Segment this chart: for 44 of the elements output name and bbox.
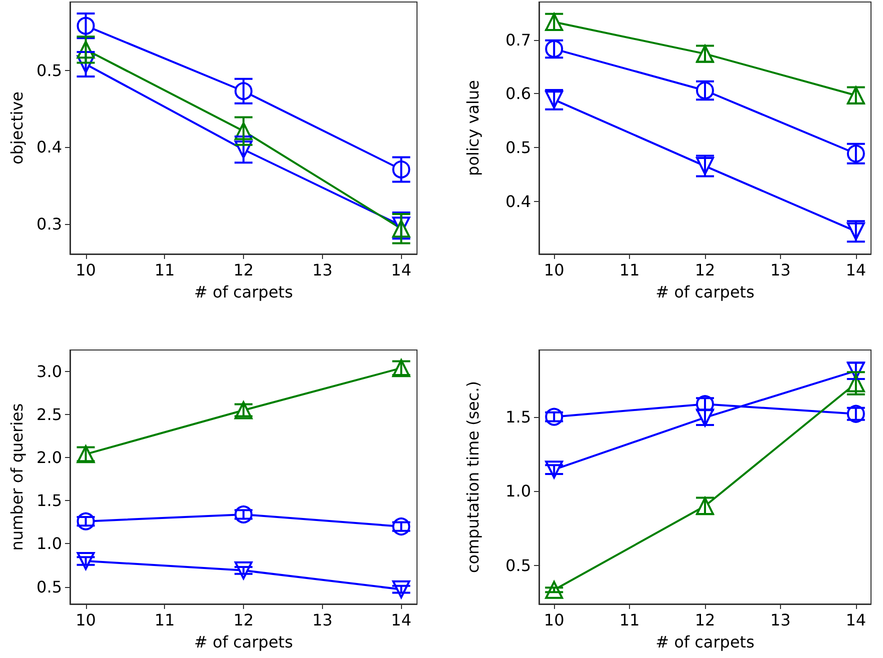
y-tick-label: 0.6 — [506, 84, 531, 104]
x-tick-label: 11 — [154, 610, 175, 630]
x-tick-label: 13 — [312, 610, 333, 630]
y-tick-label: 2.5 — [36, 405, 62, 424]
y-tick-label: 0.5 — [36, 60, 62, 80]
x-axis-title: # of carpets — [656, 282, 754, 302]
y-tick-label: 2.0 — [36, 448, 62, 468]
x-tick-label: 12 — [233, 610, 254, 630]
y-tick-label: 0.3 — [36, 214, 62, 234]
x-tick-label: 10 — [76, 610, 96, 630]
y-tick-label: 0.7 — [506, 30, 531, 50]
y-tick-label: 1.5 — [36, 491, 62, 510]
y-tick-label: 1.0 — [506, 482, 531, 501]
x-tick-label: 10 — [544, 260, 564, 280]
y-axis-title: objective — [8, 91, 26, 165]
y-tick-label: 1.5 — [506, 407, 531, 426]
y-tick-label: 0.4 — [36, 138, 62, 157]
y-axis-title: computation time (sec.) — [464, 380, 482, 574]
x-axis-title: # of carpets — [194, 632, 293, 652]
x-tick-label: 11 — [154, 260, 175, 280]
y-tick-label: 0.4 — [506, 192, 531, 212]
x-axis-title: # of carpets — [656, 632, 754, 652]
x-tick-label: 12 — [694, 260, 716, 280]
x-tick-label: 12 — [694, 610, 716, 630]
x-axis-title: # of carpets — [194, 282, 293, 302]
x-tick-label: 10 — [544, 610, 564, 630]
x-tick-label: 13 — [770, 260, 791, 280]
y-axis-title: number of queries — [8, 403, 26, 551]
x-tick-label: 11 — [619, 260, 640, 280]
y-tick-label: 1.0 — [36, 534, 62, 554]
y-tick-label: 0.5 — [506, 556, 531, 575]
x-tick-label: 14 — [846, 260, 866, 280]
x-tick-label: 12 — [233, 260, 254, 280]
x-tick-label: 11 — [619, 610, 640, 630]
x-tick-label: 10 — [76, 260, 96, 280]
y-tick-label: 0.5 — [506, 138, 531, 158]
x-tick-label: 14 — [391, 260, 412, 280]
x-tick-label: 13 — [312, 260, 333, 280]
x-tick-label: 14 — [846, 610, 866, 630]
y-axis-title: policy value — [464, 80, 482, 176]
y-tick-label: 0.5 — [36, 577, 62, 596]
y-tick-label: 3.0 — [36, 362, 62, 382]
x-tick-label: 14 — [391, 610, 412, 630]
x-tick-label: 13 — [770, 610, 791, 630]
